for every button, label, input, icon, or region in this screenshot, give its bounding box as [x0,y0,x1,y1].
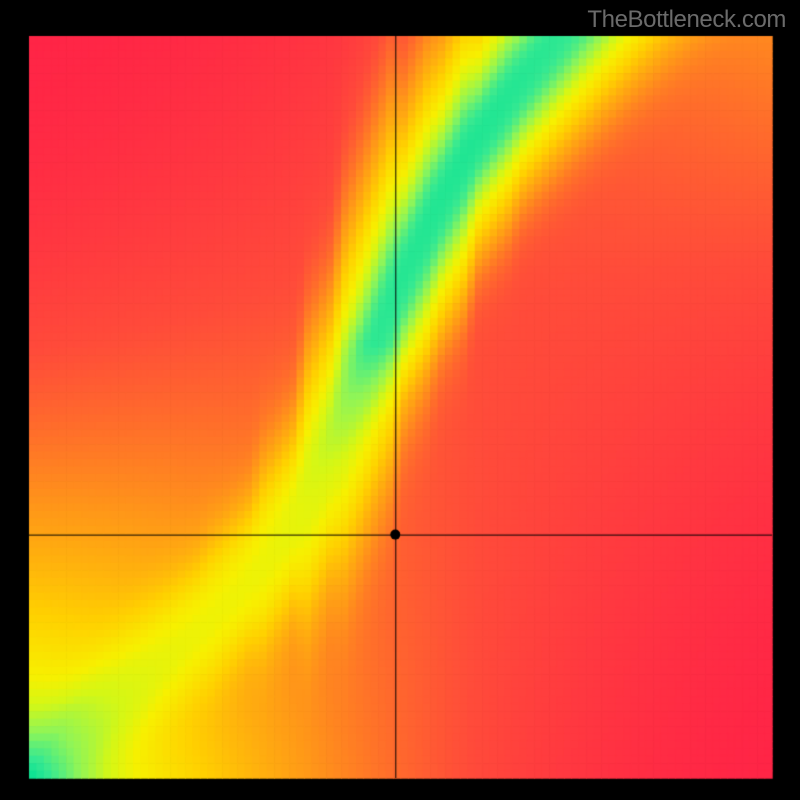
bottleneck-heatmap-canvas [0,0,800,800]
chart-container: TheBottleneck.com [0,0,800,800]
watermark-label: TheBottleneck.com [587,6,786,34]
